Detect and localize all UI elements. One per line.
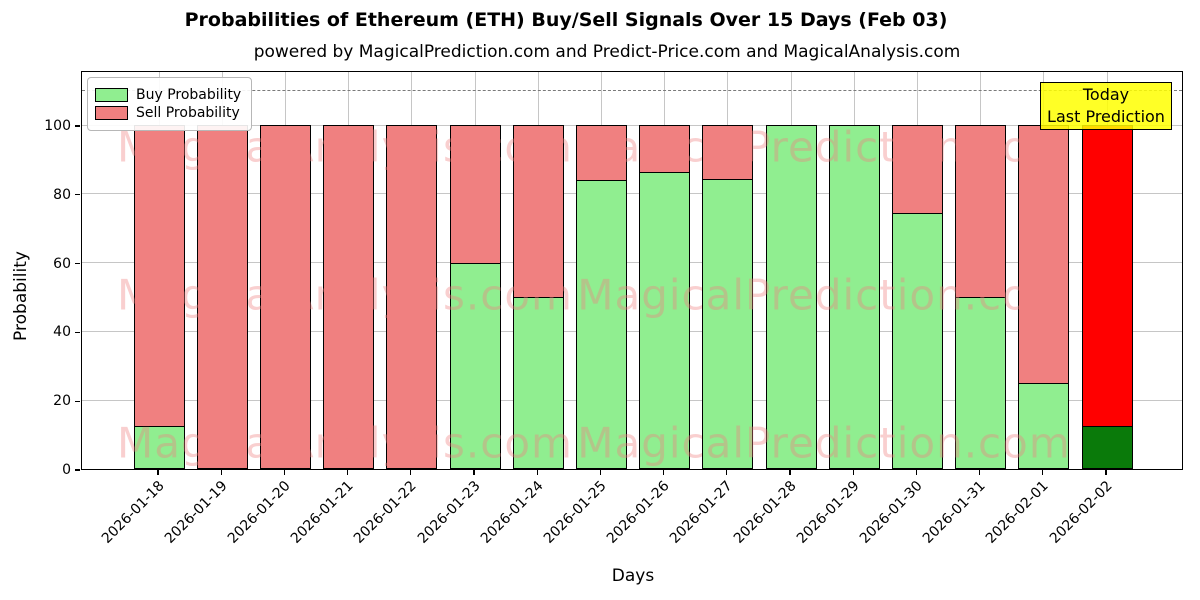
bar-segment-sell [386, 125, 438, 469]
x-tick-label: 2026-01-22 [351, 478, 421, 547]
h-gridline [82, 193, 1182, 195]
bar-segment-sell [1081, 125, 1133, 428]
bar-segment-buy [575, 180, 627, 469]
bar-segment-sell [196, 125, 248, 469]
h-gridline [82, 330, 1182, 332]
y-tick-label: 60 [53, 255, 71, 272]
x-tick-label: 2026-01-18 [98, 478, 168, 547]
x-tick-mark [789, 470, 791, 475]
y-axis-label: Probability [11, 251, 31, 341]
bar-segment-sell [512, 125, 564, 299]
watermark-text: MagicalAnalysis.com [117, 270, 573, 320]
x-tick-label: 2026-01-30 [856, 478, 926, 547]
h-gridline [82, 399, 1182, 401]
h-gridline [82, 262, 1182, 264]
legend-buy-label: Buy Probability [136, 87, 242, 103]
x-tick-mark [410, 470, 412, 475]
bar-segment-buy [1081, 426, 1133, 469]
sell-swatch [95, 106, 128, 120]
bar-segment-buy [512, 297, 564, 469]
x-tick-label: 2026-01-19 [161, 478, 231, 547]
bar-segment-sell [955, 125, 1007, 299]
x-tick-mark [662, 470, 665, 475]
buy-swatch [95, 88, 128, 102]
bar-segment-sell [891, 125, 943, 215]
legend-item-sell: Sell Probability [95, 105, 241, 121]
watermark-text: MagicalAnalysis.com [117, 418, 573, 468]
bar-segment-buy [891, 212, 943, 469]
x-tick-mark [346, 470, 349, 475]
bar-segment-sell [1018, 125, 1070, 385]
x-tick-mark [536, 470, 538, 475]
bar-segment-sell [259, 125, 311, 469]
legend-sell-label: Sell Probability [136, 105, 240, 121]
chart-title: Probabilities of Ethereum (ETH) Buy/Sell… [184, 9, 948, 31]
x-tick-mark [978, 470, 981, 475]
bar-segment-sell [702, 125, 754, 180]
y-tick-mark [75, 125, 80, 127]
bar-segment-buy [1018, 383, 1070, 469]
x-tick-mark [473, 470, 475, 475]
bar-segment-sell [133, 125, 185, 428]
bar-segment-buy [639, 171, 691, 469]
x-tick-mark [1042, 470, 1044, 475]
x-tick-mark [599, 470, 602, 475]
y-tick-mark [75, 331, 80, 334]
legend: Buy Probability Sell Probability [87, 77, 253, 131]
y-tick-mark [75, 262, 80, 265]
x-tick-label: 2026-01-20 [224, 478, 294, 547]
x-tick-label: 2026-02-02 [1046, 478, 1116, 547]
bar-segment-sell [639, 125, 691, 173]
x-tick-mark [220, 470, 222, 475]
watermark-text: MagicalPrediction.com [577, 270, 1071, 320]
bar-segment-sell [323, 125, 375, 469]
dashed-reference-line [82, 89, 1182, 91]
bar-segment-buy [702, 178, 754, 469]
legend-item-buy: Buy Probability [95, 87, 241, 103]
y-tick-mark [75, 469, 80, 471]
bar-segment-buy [828, 125, 880, 469]
bar-segment-buy [449, 262, 501, 469]
x-tick-label: 2026-01-31 [920, 478, 989, 547]
today-annotation-box: Today Last Prediction [1040, 82, 1172, 130]
x-tick-label: 2026-01-29 [793, 478, 863, 547]
bar-segment-sell [449, 125, 501, 264]
y-tick-label: 40 [53, 324, 71, 341]
bar-segment-buy [765, 125, 817, 469]
x-tick-mark [852, 470, 854, 475]
h-gridline [82, 124, 1182, 126]
x-tick-label: 2026-01-23 [414, 478, 484, 547]
watermark-text: MagicalPrediction.com [577, 122, 1071, 172]
x-tick-mark [915, 470, 918, 475]
x-tick-label: 2026-01-28 [730, 478, 800, 547]
x-axis-label: Days [611, 566, 655, 586]
y-tick-label: 100 [44, 118, 71, 135]
x-tick-label: 2026-01-24 [477, 478, 547, 547]
x-tick-label: 2026-01-21 [288, 478, 357, 547]
chart-subtitle: powered by MagicalPrediction.com and Pre… [253, 42, 961, 62]
today-annotation-line1: Today [1082, 85, 1130, 104]
x-tick-label: 2026-01-25 [540, 478, 610, 547]
x-tick-label: 2026-02-01 [983, 478, 1053, 547]
x-tick-mark [283, 470, 286, 475]
x-tick-mark [1105, 470, 1107, 475]
x-tick-mark [157, 470, 159, 475]
x-tick-mark [726, 470, 728, 475]
plot-area [81, 71, 1183, 470]
bar-segment-buy [955, 297, 1007, 469]
today-annotation-line2: Last Prediction [1047, 107, 1165, 126]
y-tick-mark [75, 400, 80, 402]
bar-segment-sell [575, 125, 627, 182]
x-tick-label: 2026-01-26 [604, 478, 673, 547]
y-tick-mark [75, 194, 80, 196]
x-tick-label: 2026-01-27 [667, 478, 737, 547]
y-tick-label: 20 [53, 393, 71, 410]
watermark-text: MagicalPrediction.com [577, 418, 1071, 468]
y-tick-label: 0 [62, 462, 71, 478]
y-tick-label: 80 [53, 186, 71, 203]
